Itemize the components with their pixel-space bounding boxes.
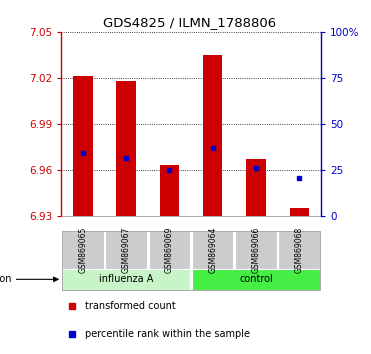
Text: control: control [239, 274, 273, 284]
Bar [149, 231, 190, 269]
Bar [160, 165, 179, 216]
Text: influenza A: influenza A [99, 274, 153, 284]
Bar [116, 81, 136, 216]
Bar [192, 269, 320, 290]
Text: GSM869069: GSM869069 [165, 227, 174, 273]
Text: transformed count: transformed count [85, 301, 175, 311]
Bar [73, 76, 93, 216]
Bar [246, 159, 266, 216]
Text: infection: infection [0, 274, 12, 284]
Bar [289, 208, 309, 216]
Bar [105, 231, 147, 269]
Text: percentile rank within the sample: percentile rank within the sample [85, 329, 250, 339]
Bar [192, 231, 233, 269]
Bar [62, 231, 320, 290]
Text: GSM869067: GSM869067 [122, 227, 131, 273]
Bar [62, 231, 104, 269]
Text: GSM869065: GSM869065 [78, 227, 87, 273]
Text: GSM869068: GSM869068 [295, 227, 304, 273]
Bar [62, 269, 190, 290]
Text: GSM869064: GSM869064 [208, 227, 217, 273]
Bar [203, 55, 223, 216]
Bar [279, 231, 320, 269]
Text: GSM869066: GSM869066 [252, 227, 260, 273]
Text: GDS4825 / ILMN_1788806: GDS4825 / ILMN_1788806 [103, 16, 276, 29]
Bar [235, 231, 277, 269]
